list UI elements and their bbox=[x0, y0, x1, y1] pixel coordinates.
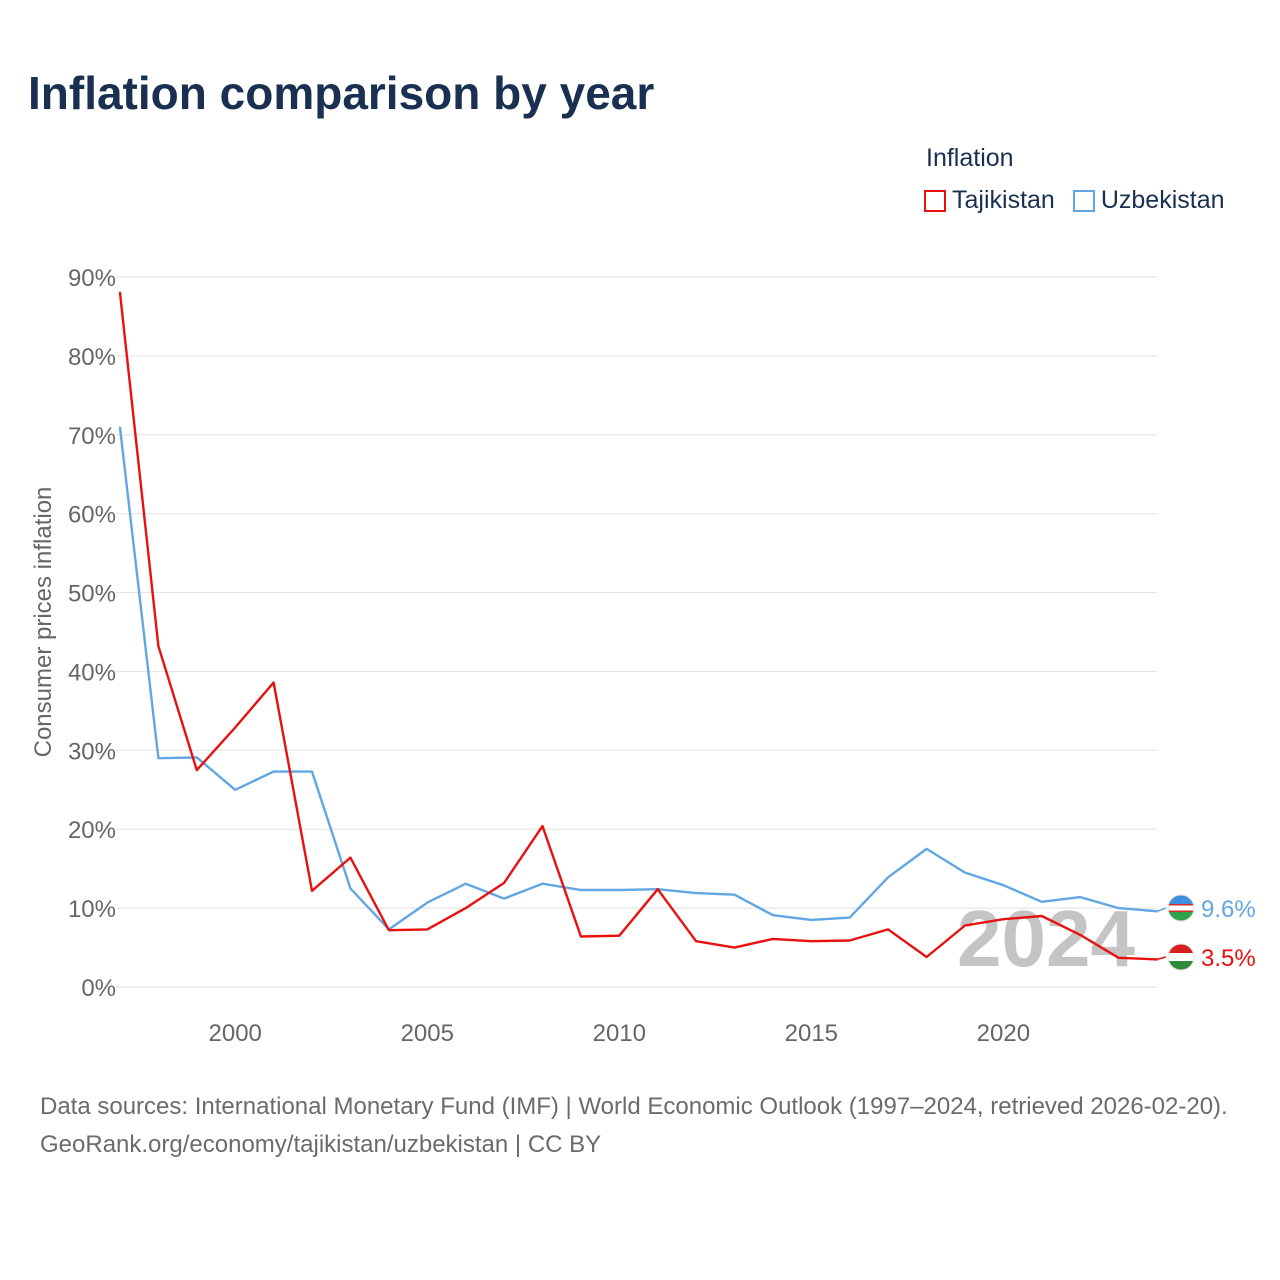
y-tick-label: 0% bbox=[81, 975, 116, 1002]
end-value-label-uzbekistan: 9.6% bbox=[1201, 896, 1256, 923]
flag-stripe bbox=[1168, 910, 1194, 912]
y-tick-label: 80% bbox=[68, 344, 116, 371]
x-tick-label: 2010 bbox=[593, 1020, 646, 1047]
x-tick-label: 2020 bbox=[977, 1020, 1030, 1047]
y-tick-label: 60% bbox=[68, 502, 116, 529]
data-sources: Data sources: International Monetary Fun… bbox=[40, 1093, 1228, 1120]
end-value-label-tajikistan: 3.5% bbox=[1201, 945, 1256, 972]
y-tick-label: 30% bbox=[68, 738, 116, 765]
legend-swatch-uzbekistan bbox=[1072, 189, 1095, 212]
line-chart: 0% 10% 20% 30% 40% 50% 60% 70% 80% 90% 2000 2005 201… bbox=[30, 265, 1256, 1047]
flag-stripe bbox=[1168, 912, 1194, 921]
flag-outline-uzbekistan bbox=[1167, 894, 1195, 922]
y-tick-label: 40% bbox=[68, 659, 116, 686]
flag-stripe bbox=[1168, 904, 1194, 906]
flag-stripe bbox=[1168, 895, 1194, 904]
legend-item-tajikistan[interactable]: Tajikistan bbox=[924, 186, 1055, 215]
flag-stripe bbox=[1168, 961, 1194, 970]
flag-outline-tajikistan bbox=[1167, 943, 1195, 971]
x-tick-label: 2000 bbox=[209, 1020, 262, 1047]
y-tick-label: 20% bbox=[68, 817, 116, 844]
legend-label-tajikistan: Tajikistan bbox=[952, 186, 1055, 214]
y-axis-label: Consumer prices inflation bbox=[30, 487, 57, 758]
flag-icon-tajikistan bbox=[1168, 944, 1194, 970]
y-tick-label: 70% bbox=[68, 423, 116, 450]
legend-label-uzbekistan: Uzbekistan bbox=[1100, 186, 1225, 214]
legend-item-uzbekistan[interactable]: Uzbekistan bbox=[1072, 186, 1225, 215]
series-line-uzbekistan bbox=[118, 426, 1159, 931]
y-tick-label: 50% bbox=[68, 581, 116, 608]
credit-link[interactable]: GeoRank.org/economy/tajikistan/uzbekista… bbox=[40, 1131, 602, 1158]
y-tick-label: 10% bbox=[68, 896, 116, 923]
x-tick-label: 2005 bbox=[401, 1020, 454, 1047]
legend-swatch-tajikistan bbox=[924, 189, 946, 212]
flag-icon-uzbekistan bbox=[1168, 895, 1194, 921]
flag-stripe bbox=[1168, 953, 1194, 961]
flag-stripe bbox=[1168, 905, 1194, 911]
footer: Data sources: International Monetary Fun… bbox=[40, 1088, 1250, 1164]
chart-title: Inflation comparison by year bbox=[28, 67, 655, 119]
series-line-tajikistan bbox=[118, 291, 1159, 961]
year-watermark: 2024 bbox=[957, 894, 1135, 983]
end-leader-uzbekistan bbox=[1156, 907, 1167, 912]
y-tick-label: 90% bbox=[68, 265, 116, 292]
legend-title: Inflation bbox=[926, 144, 1014, 172]
legend: Tajikistan Uzbekistan bbox=[924, 186, 1225, 215]
flag-stripe bbox=[1168, 944, 1194, 953]
end-leader-tajikistan bbox=[1156, 956, 1167, 961]
x-tick-label: 2015 bbox=[785, 1020, 838, 1047]
